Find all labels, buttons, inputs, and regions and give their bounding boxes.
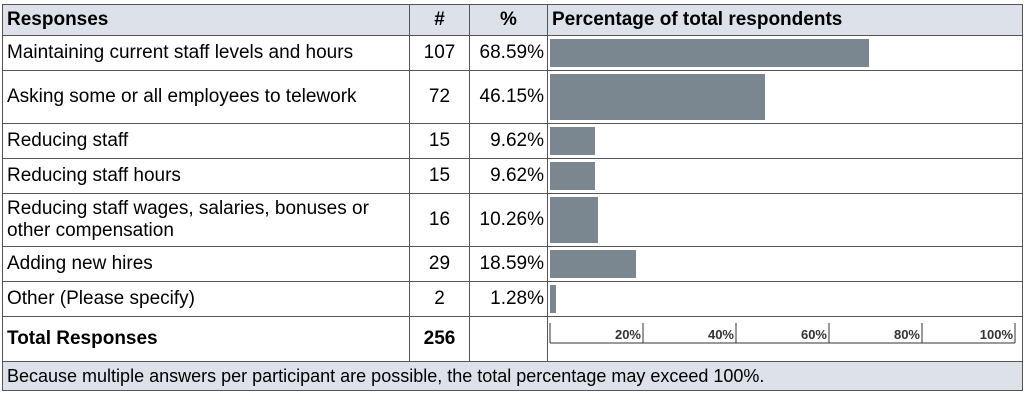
table-row: Reducing staff wages, salaries, bonuses … <box>2 193 1023 247</box>
total-row: Total Responses 256 20% 40% 60% 80% 100% <box>2 316 1023 362</box>
row-percent: 46.15% <box>469 70 548 124</box>
row-percent: 1.28% <box>469 281 548 317</box>
header-count: # <box>409 4 470 36</box>
bar <box>550 285 556 313</box>
footnote-row: Because multiple answers per participant… <box>2 361 1023 391</box>
table-row: Asking some or all employees to telework… <box>2 70 1023 124</box>
row-percent: 10.26% <box>469 193 548 247</box>
header-responses: Responses <box>2 4 410 36</box>
axis-tick-label: 60% <box>801 327 827 342</box>
bar <box>550 39 869 67</box>
axis-tick-label: 40% <box>708 327 734 342</box>
x-axis: 20% 40% 60% 80% 100% <box>549 323 1016 344</box>
table-row: Other (Please specify) 2 1.28% <box>2 281 1023 317</box>
table-row: Maintaining current staff levels and hou… <box>2 35 1023 71</box>
row-label: Reducing staff wages, salaries, bonuses … <box>2 193 410 247</box>
row-count: 15 <box>409 123 470 159</box>
row-count: 29 <box>409 246 470 282</box>
total-percent-empty <box>469 316 548 362</box>
row-count: 15 <box>409 158 470 194</box>
header-row: Responses # % Percentage of total respon… <box>2 4 1023 36</box>
row-label: Other (Please specify) <box>2 281 410 317</box>
total-count: 256 <box>409 316 470 362</box>
axis-tick-label: 100% <box>980 327 1014 342</box>
table-row: Reducing staff hours 15 9.62% <box>2 158 1023 194</box>
survey-results-table: Responses # % Percentage of total respon… <box>2 4 1023 391</box>
bar <box>550 197 598 243</box>
row-percent: 18.59% <box>469 246 548 282</box>
bar <box>550 162 595 190</box>
row-label: Asking some or all employees to telework <box>2 70 410 124</box>
footnote: Because multiple answers per participant… <box>2 361 1023 391</box>
row-count: 72 <box>409 70 470 124</box>
header-chart: Percentage of total respondents <box>547 4 1023 36</box>
bar <box>550 74 765 120</box>
axis-tick-label: 20% <box>615 327 641 342</box>
table-row: Adding new hires 29 18.59% <box>2 246 1023 282</box>
row-label: Maintaining current staff levels and hou… <box>2 35 410 71</box>
table-row: Reducing staff 15 9.62% <box>2 123 1023 159</box>
row-label: Adding new hires <box>2 246 410 282</box>
row-percent: 68.59% <box>469 35 548 71</box>
total-label: Total Responses <box>2 316 410 362</box>
row-count: 16 <box>409 193 470 247</box>
row-label: Reducing staff <box>2 123 410 159</box>
row-percent: 9.62% <box>469 158 548 194</box>
bar <box>550 250 637 278</box>
axis-tick-label: 80% <box>894 327 920 342</box>
axis-cell: 20% 40% 60% 80% 100% <box>547 316 1023 362</box>
row-percent: 9.62% <box>469 123 548 159</box>
bar <box>550 127 595 155</box>
row-count: 2 <box>409 281 470 317</box>
header-percent: % <box>469 4 548 36</box>
row-count: 107 <box>409 35 470 71</box>
row-label: Reducing staff hours <box>2 158 410 194</box>
